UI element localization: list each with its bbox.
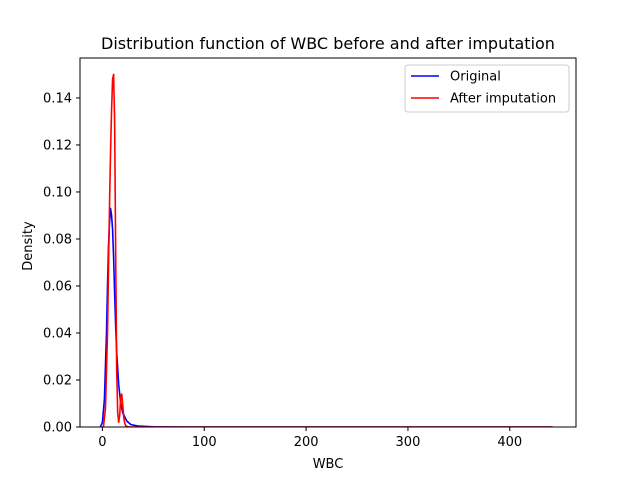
y-tick-label-1: 0.02 bbox=[43, 373, 72, 388]
x-tick-label-3: 300 bbox=[396, 435, 421, 450]
y-tick-label-0: 0.00 bbox=[43, 421, 72, 436]
x-tick-label-4: 400 bbox=[497, 435, 522, 450]
axes-layer: 0 100 200 300 400 0.00 0.02 0.04 0.06 0.08 0.10 0.1… bbox=[43, 57, 577, 450]
legend: Original After imputation bbox=[404, 64, 570, 113]
y-tick-label-6: 0.12 bbox=[43, 138, 72, 153]
legend-label-0: Original bbox=[450, 70, 501, 85]
y-tick-label-5: 0.10 bbox=[43, 185, 72, 200]
y-axis-label: Density bbox=[21, 221, 36, 271]
legend-label-1: After imputation bbox=[450, 92, 556, 107]
y-tick-label-7: 0.14 bbox=[43, 91, 72, 106]
chart-title: Distribution function of WBC before and … bbox=[101, 34, 555, 53]
legend-box bbox=[404, 64, 570, 113]
x-tick-label-1: 100 bbox=[192, 435, 217, 450]
y-tick-label-2: 0.04 bbox=[43, 326, 72, 341]
axes-frame bbox=[79, 57, 577, 428]
x-tick-label-0: 0 bbox=[98, 435, 106, 450]
x-tick-label-2: 200 bbox=[294, 435, 319, 450]
y-tick-label-3: 0.06 bbox=[43, 279, 72, 294]
series-line-1 bbox=[102, 73, 553, 427]
x-axis-label: WBC bbox=[313, 457, 344, 472]
y-tick-label-4: 0.08 bbox=[43, 232, 72, 247]
